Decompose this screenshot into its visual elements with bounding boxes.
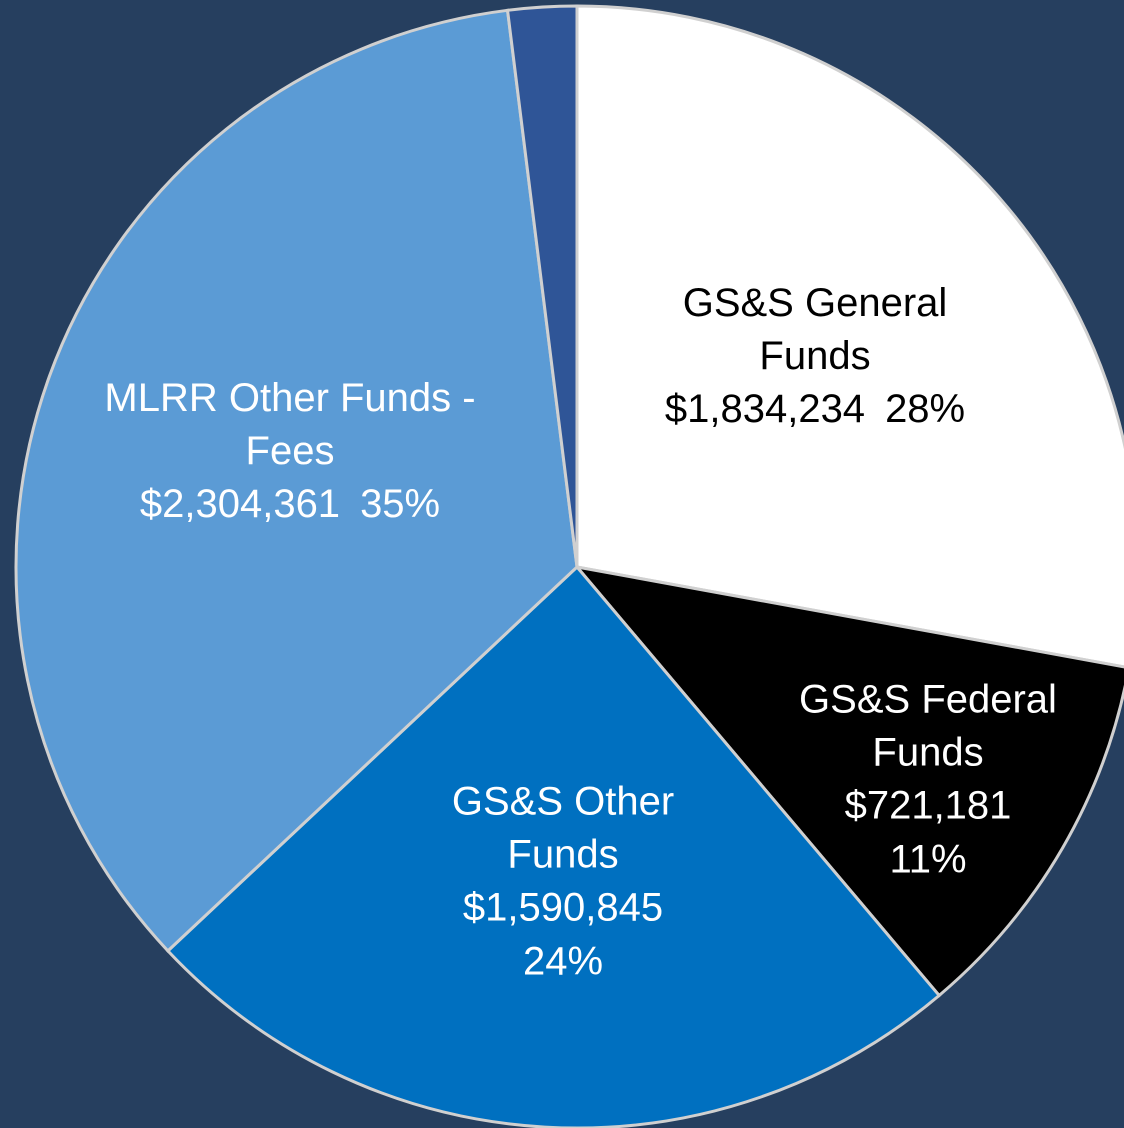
category-label: GS&S Other Funds bbox=[451, 779, 675, 877]
value-label: $1,590,845 bbox=[462, 886, 664, 930]
percent-label: 11% bbox=[889, 837, 967, 882]
category-label: GS&S Federal Funds bbox=[799, 677, 1057, 775]
slice-label: GS&S General Funds $1,834,234 28% bbox=[635, 277, 995, 437]
value-label: $2,304,361 bbox=[139, 482, 341, 527]
slice-label: GS&S Federal Funds $721,181 11% bbox=[778, 674, 1078, 887]
percent-label: 35% bbox=[360, 482, 441, 527]
slice-label: GS&S Other Funds $1,590,845 24% bbox=[418, 776, 708, 989]
value-label: $1,834,234 bbox=[664, 387, 866, 432]
category-label: MLRR Other Funds - Fees bbox=[104, 376, 476, 474]
pie-slice bbox=[165, 564, 942, 1128]
slice-label: MLRR Other Funds - Fees $2,304,361 35% bbox=[100, 372, 480, 532]
pie-slice bbox=[505, 4, 579, 568]
pie-slice bbox=[575, 4, 1124, 669]
percent-label: 24% bbox=[522, 939, 604, 984]
pie-slice bbox=[573, 564, 1124, 998]
category-label: GS&S General Funds bbox=[682, 281, 948, 379]
pie-slice bbox=[14, 8, 579, 953]
value-label: $721,181 bbox=[844, 784, 1012, 828]
percent-label: 28% bbox=[885, 387, 966, 432]
